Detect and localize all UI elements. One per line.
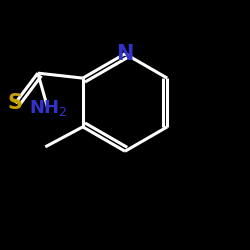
Text: S: S bbox=[8, 93, 23, 113]
Text: NH$_2$: NH$_2$ bbox=[28, 98, 67, 118]
Text: N: N bbox=[116, 44, 134, 64]
